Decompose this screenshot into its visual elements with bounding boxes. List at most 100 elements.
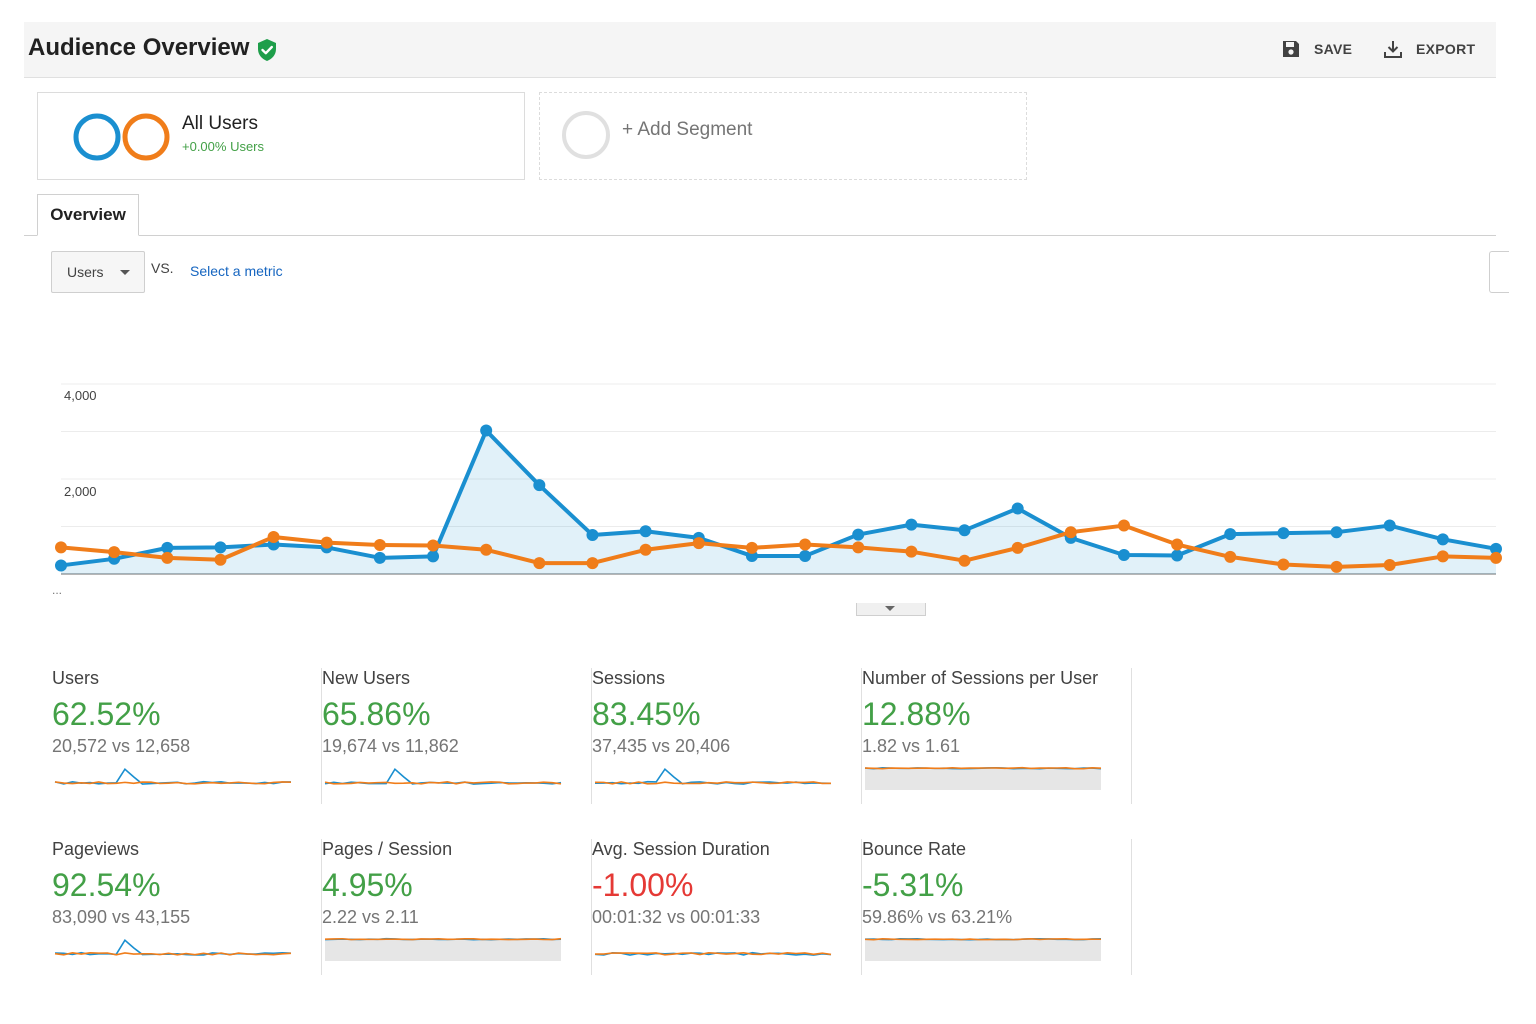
- tab-overview[interactable]: Overview: [37, 194, 139, 236]
- primary-data-point[interactable]: [161, 541, 174, 554]
- segment-all-users[interactable]: All Users +0.00% Users: [37, 92, 525, 180]
- primary-data-point[interactable]: [1436, 533, 1449, 546]
- comparison-data-point[interactable]: [799, 538, 812, 551]
- chart-collapse-handle[interactable]: [856, 603, 926, 616]
- metric-tile[interactable]: Pageviews 92.54% 83,090 vs 43,155: [52, 839, 322, 975]
- tile-divider: [591, 668, 592, 804]
- metric-comparison: 83,090 vs 43,155: [52, 907, 191, 927]
- chart-grid: [61, 383, 1496, 575]
- primary-data-point[interactable]: [1490, 542, 1502, 555]
- empty-segment-circle-icon: [562, 111, 610, 159]
- comparison-data-point[interactable]: [1490, 551, 1502, 564]
- comparison-data-point[interactable]: [1011, 541, 1024, 554]
- comparison-data-point[interactable]: [905, 545, 918, 558]
- select-metric-link[interactable]: Select a metric: [190, 263, 283, 279]
- comparison-data-point[interactable]: [958, 554, 971, 567]
- comparison-data-point[interactable]: [161, 551, 174, 564]
- export-button[interactable]: EXPORT: [1382, 38, 1475, 60]
- users-line-chart: 4,000 2,000 ...: [52, 383, 1502, 597]
- metric-tile[interactable]: Pages / Session 4.95% 2.22 vs 2.11: [322, 839, 592, 975]
- primary-data-point[interactable]: [373, 551, 386, 564]
- primary-data-point[interactable]: [55, 559, 67, 572]
- comparison-data-point[interactable]: [1117, 519, 1130, 532]
- metric-sparkline: [594, 768, 832, 785]
- comparison-data-point[interactable]: [1436, 550, 1449, 563]
- sparkline-band: [325, 939, 561, 961]
- save-label: SAVE: [1314, 41, 1353, 57]
- metric-dropdown[interactable]: Users: [51, 251, 145, 293]
- comparison-data-point[interactable]: [55, 541, 67, 554]
- add-segment-link[interactable]: + Add Segment: [622, 119, 753, 140]
- add-segment-box[interactable]: + Add Segment: [539, 92, 1027, 180]
- metric-comparison: 1.82 vs 1.61: [862, 736, 961, 756]
- comparison-data-point[interactable]: [1330, 560, 1343, 573]
- primary-data-point[interactable]: [1383, 519, 1396, 532]
- tile-divider: [321, 839, 322, 975]
- primary-data-point[interactable]: [1330, 526, 1343, 539]
- metric-sparkline: [324, 767, 562, 785]
- metric-tile[interactable]: Users 62.52% 20,572 vs 12,658: [52, 668, 322, 804]
- comparison-data-point[interactable]: [639, 543, 652, 556]
- comparison-data-point[interactable]: [267, 530, 280, 543]
- metric-label: Avg. Session Duration: [592, 839, 770, 859]
- comparison-data-point[interactable]: [852, 541, 865, 554]
- tile-divider: [1131, 668, 1132, 804]
- comparison-data-point[interactable]: [1171, 538, 1184, 551]
- comparison-data-point[interactable]: [1224, 550, 1237, 563]
- sparkline-series: [864, 937, 1102, 941]
- primary-data-point[interactable]: [586, 529, 599, 542]
- metric-tile[interactable]: Avg. Session Duration -1.00% 00:01:32 vs 0…: [592, 839, 862, 975]
- sparkline-series: [594, 781, 832, 785]
- chevron-down-icon: [120, 270, 130, 275]
- metric-tile[interactable]: Sessions 83.45% 37,435 vs 20,406: [592, 668, 862, 804]
- metric-tile[interactable]: New Users 65.86% 19,674 vs 11,862: [322, 668, 592, 804]
- verified-shield-icon: [258, 39, 276, 61]
- primary-data-point[interactable]: [480, 424, 493, 437]
- primary-series-area: [61, 430, 1496, 574]
- comparison-data-point[interactable]: [692, 537, 705, 550]
- metric-sparkline: [864, 937, 1102, 961]
- primary-data-point[interactable]: [427, 550, 440, 563]
- comparison-data-point[interactable]: [1383, 558, 1396, 571]
- primary-data-point[interactable]: [1011, 502, 1024, 515]
- comparison-data-point[interactable]: [533, 557, 546, 570]
- metric-label: New Users: [322, 668, 411, 688]
- comparison-data-point[interactable]: [586, 557, 599, 570]
- metric-sparkline: [54, 938, 292, 956]
- metric-comparison: 20,572 vs 12,658: [52, 736, 191, 756]
- sparkline-band: [865, 939, 1101, 961]
- metric-label: Sessions: [592, 668, 666, 688]
- metric-sparkline: [864, 766, 1102, 790]
- save-button[interactable]: SAVE: [1280, 38, 1352, 60]
- metric-comparison: 19,674 vs 11,862: [322, 736, 459, 756]
- comparison-data-point[interactable]: [320, 536, 333, 549]
- primary-data-point[interactable]: [799, 549, 812, 562]
- comparison-data-point[interactable]: [373, 539, 386, 552]
- comparison-data-point[interactable]: [427, 539, 440, 552]
- primary-data-point[interactable]: [958, 524, 971, 537]
- metric-tile[interactable]: Bounce Rate -5.31% 59.86% vs 63.21%: [862, 839, 1132, 975]
- primary-data-point[interactable]: [214, 541, 227, 554]
- primary-data-point[interactable]: [852, 528, 865, 541]
- primary-data-point[interactable]: [1224, 528, 1237, 541]
- comparison-data-point[interactable]: [745, 541, 758, 554]
- chart-options-control[interactable]: [1489, 251, 1509, 293]
- comparison-data-point[interactable]: [214, 553, 227, 566]
- primary-data-point[interactable]: [639, 525, 652, 538]
- metric-tile[interactable]: Number of Sessions per User 12.88% 1.82 vs…: [862, 668, 1132, 804]
- comparison-data-point[interactable]: [1064, 526, 1077, 539]
- primary-data-point[interactable]: [533, 479, 546, 492]
- primary-data-point[interactable]: [905, 518, 918, 531]
- comparison-data-point[interactable]: [1277, 558, 1290, 571]
- comparison-data-point[interactable]: [108, 546, 121, 559]
- primary-data-point[interactable]: [1277, 527, 1290, 540]
- primary-data-point[interactable]: [1117, 549, 1130, 561]
- tile-divider: [591, 839, 592, 975]
- tile-divider: [861, 839, 862, 975]
- primary-data-point[interactable]: [1171, 549, 1184, 562]
- comparison-data-point[interactable]: [480, 543, 493, 556]
- metric-change-value: 4.95%: [322, 867, 413, 903]
- vs-label: VS.: [151, 260, 174, 276]
- metric-sparkline: [594, 951, 832, 956]
- segment-name: All Users: [182, 113, 259, 134]
